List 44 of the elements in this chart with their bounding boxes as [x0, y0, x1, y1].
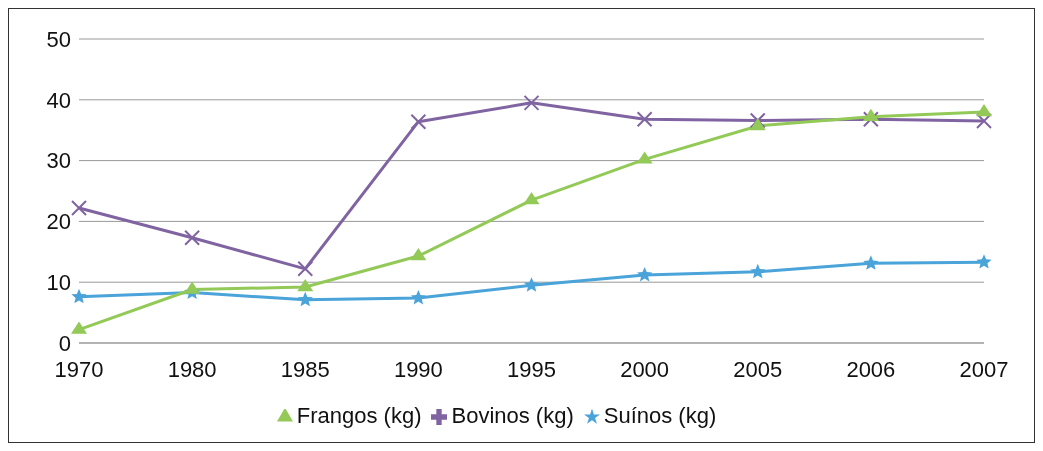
point [749, 112, 766, 129]
point [976, 113, 992, 130]
y-tick-label: 10 [46, 270, 71, 296]
point [297, 279, 314, 292]
legend-label: Frangos (kg) [296, 403, 422, 428]
point [976, 103, 992, 117]
point [976, 254, 992, 269]
point [410, 290, 426, 305]
point [523, 277, 540, 292]
x-tick-label: 1990 [393, 356, 443, 382]
y-tick-label: 50 [46, 26, 71, 52]
x-tick-label: 1995 [507, 356, 556, 382]
point [636, 151, 653, 164]
point [71, 200, 87, 217]
point [523, 94, 540, 111]
x-tick-label: 1980 [167, 356, 217, 382]
x-tick-label: 1970 [54, 356, 104, 382]
point [863, 255, 879, 270]
point [184, 281, 201, 294]
point [71, 288, 87, 304]
x-tick-label: 2000 [620, 356, 670, 382]
point [636, 111, 653, 128]
x-tick-label: 2005 [733, 356, 783, 382]
point [637, 266, 653, 282]
point [184, 229, 201, 246]
point [523, 192, 540, 205]
y-tick-label: 40 [46, 87, 71, 113]
point [71, 321, 87, 334]
point [750, 263, 766, 279]
y-tick-label: 20 [46, 209, 71, 235]
x-tick-label: 2007 [959, 356, 1009, 382]
y-tick-label: 30 [46, 148, 71, 174]
x-tick-label: 1985 [280, 356, 330, 382]
x-tick-label: 2006 [846, 356, 896, 382]
point [862, 108, 879, 122]
point [297, 291, 313, 307]
point [410, 248, 427, 261]
legend-label: Suínos (kg) [603, 403, 717, 428]
point [297, 260, 314, 277]
point [749, 117, 766, 131]
legend-label: Bovinos (kg) [451, 403, 574, 428]
point [862, 111, 879, 128]
point [410, 113, 427, 130]
y-tick-label: 0 [58, 330, 71, 356]
